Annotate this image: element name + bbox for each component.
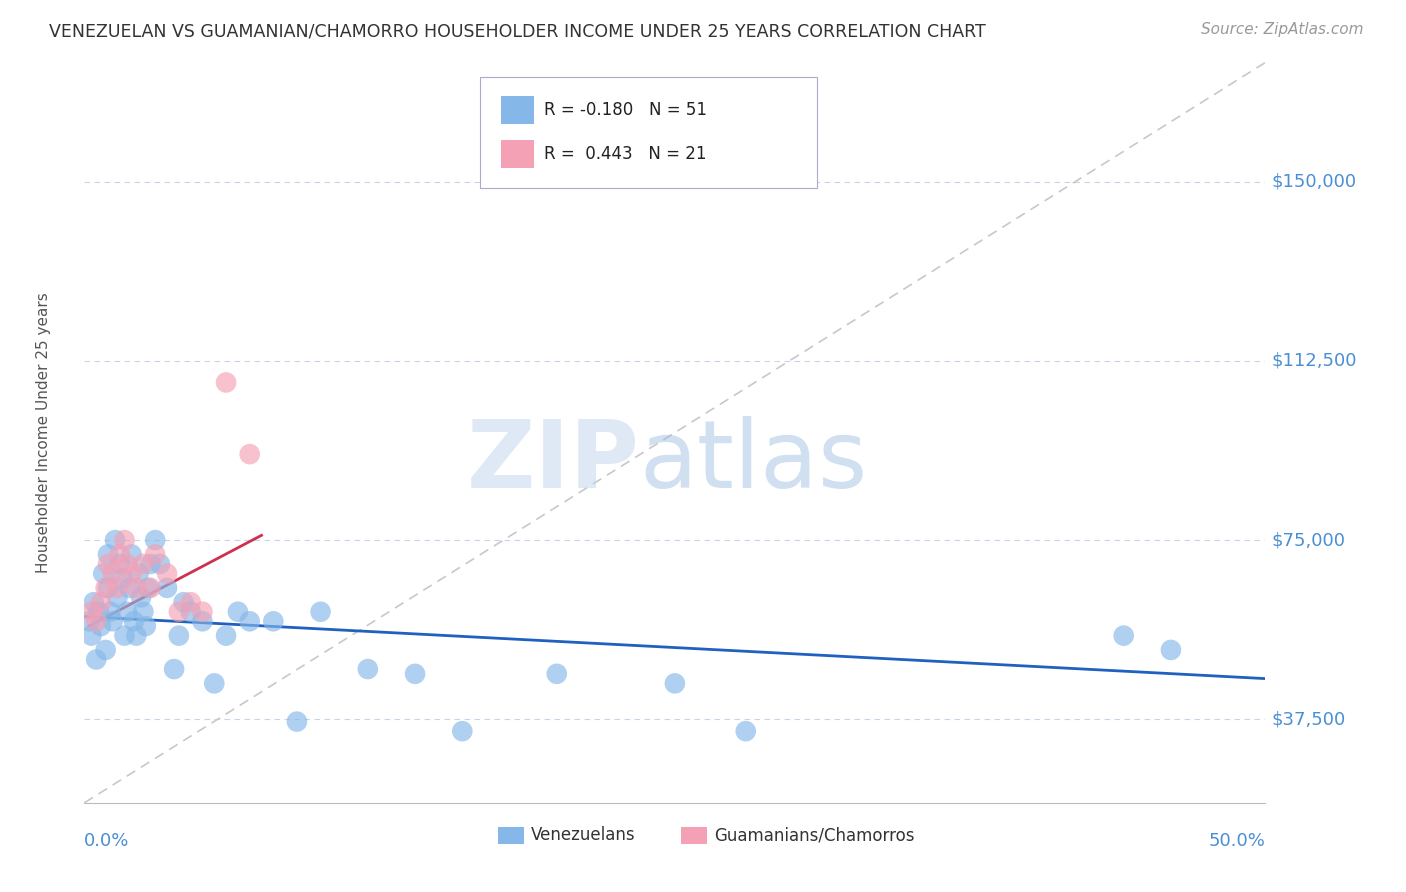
Point <box>309 605 332 619</box>
Point <box>101 615 124 629</box>
Point <box>108 557 131 571</box>
Text: $112,500: $112,500 <box>1271 352 1357 370</box>
Point <box>129 591 152 605</box>
Point <box>94 581 117 595</box>
Point <box>664 676 686 690</box>
Point <box>139 581 162 595</box>
Text: R =  0.443   N = 21: R = 0.443 N = 21 <box>544 145 706 163</box>
Bar <box>502 140 534 169</box>
Point <box>97 548 120 562</box>
Point <box>734 724 756 739</box>
Point <box>167 605 190 619</box>
Point <box>167 629 190 643</box>
Point <box>191 615 214 629</box>
Point <box>139 557 162 571</box>
Point <box>173 595 195 609</box>
Point <box>87 605 110 619</box>
Point <box>202 676 225 690</box>
Point <box>121 548 143 562</box>
Point <box>404 666 426 681</box>
Point <box>163 662 186 676</box>
Point <box>97 557 120 571</box>
Point <box>125 581 148 595</box>
Point <box>114 533 136 547</box>
Text: Venezuelans: Venezuelans <box>531 826 636 845</box>
Point <box>104 533 127 547</box>
Point <box>90 619 112 633</box>
Point <box>132 605 155 619</box>
Text: $150,000: $150,000 <box>1271 173 1357 191</box>
Point <box>226 605 249 619</box>
Point <box>107 591 129 605</box>
Point <box>121 566 143 581</box>
Text: 0.0%: 0.0% <box>84 832 129 850</box>
Text: atlas: atlas <box>640 417 868 508</box>
Text: $75,000: $75,000 <box>1271 531 1346 549</box>
Point <box>156 581 179 595</box>
Point <box>115 557 138 571</box>
Point <box>215 629 238 643</box>
Point <box>97 581 120 595</box>
Point <box>125 629 148 643</box>
Point <box>215 376 238 390</box>
Point <box>149 557 172 571</box>
Point <box>132 557 155 571</box>
Point <box>285 714 308 729</box>
Bar <box>681 827 707 844</box>
FancyBboxPatch shape <box>479 78 817 188</box>
Bar <box>502 95 534 124</box>
Point <box>90 595 112 609</box>
Point <box>101 566 124 581</box>
Point <box>180 595 202 609</box>
Point <box>108 548 131 562</box>
Point <box>239 447 262 461</box>
Point <box>451 724 474 739</box>
Point <box>77 615 100 629</box>
Point <box>98 605 121 619</box>
Point <box>91 566 114 581</box>
Text: VENEZUELAN VS GUAMANIAN/CHAMORRO HOUSEHOLDER INCOME UNDER 25 YEARS CORRELATION C: VENEZUELAN VS GUAMANIAN/CHAMORRO HOUSEHO… <box>49 22 986 40</box>
Text: $37,500: $37,500 <box>1271 710 1346 728</box>
Text: Source: ZipAtlas.com: Source: ZipAtlas.com <box>1201 22 1364 37</box>
Point <box>191 605 214 619</box>
Point <box>262 615 284 629</box>
Point <box>546 666 568 681</box>
Point <box>107 581 129 595</box>
Point <box>135 619 157 633</box>
Text: Householder Income Under 25 years: Householder Income Under 25 years <box>35 293 51 573</box>
Text: 50.0%: 50.0% <box>1209 832 1265 850</box>
Point <box>1160 643 1182 657</box>
Point <box>357 662 380 676</box>
Point <box>111 571 134 585</box>
Point <box>143 533 166 547</box>
Text: ZIP: ZIP <box>467 417 640 508</box>
Point <box>143 548 166 562</box>
Text: Guamanians/Chamorros: Guamanians/Chamorros <box>714 826 914 845</box>
Point <box>128 566 150 581</box>
Text: R = -0.180   N = 51: R = -0.180 N = 51 <box>544 101 707 119</box>
Point <box>83 595 105 609</box>
Point <box>1112 629 1135 643</box>
Point <box>180 605 202 619</box>
Point <box>94 643 117 657</box>
Point <box>84 652 107 666</box>
Point <box>136 581 159 595</box>
Bar <box>498 827 523 844</box>
Point <box>80 629 103 643</box>
Point <box>122 615 145 629</box>
Point <box>115 605 138 619</box>
Point <box>118 581 141 595</box>
Point <box>80 605 103 619</box>
Point <box>239 615 262 629</box>
Point <box>156 566 179 581</box>
Point <box>84 615 107 629</box>
Point <box>114 629 136 643</box>
